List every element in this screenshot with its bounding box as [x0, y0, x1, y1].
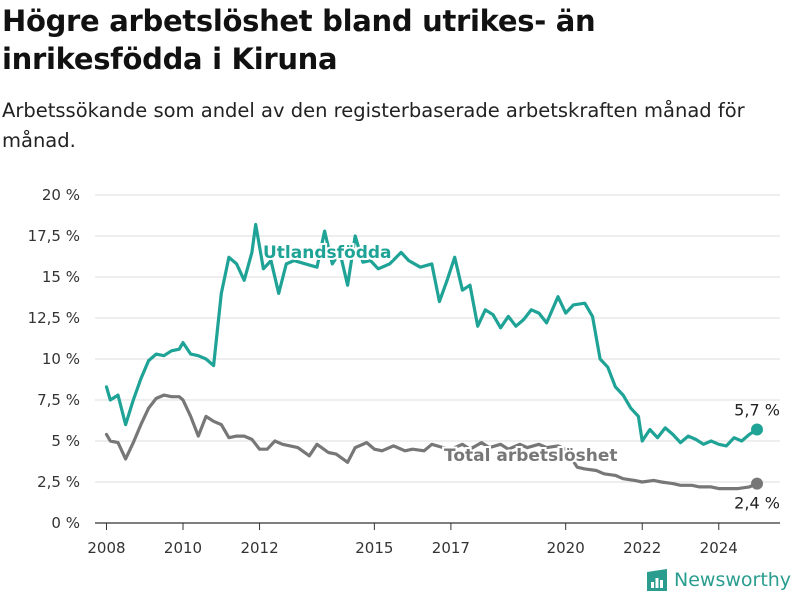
brand-logo: Newsworthy: [645, 568, 791, 592]
brand-name: Newsworthy: [674, 569, 792, 591]
x-tick-label: 2008: [87, 539, 125, 557]
x-tick-label: 2015: [355, 539, 393, 557]
series-end-point: [751, 477, 764, 490]
x-tick-label: 2022: [623, 539, 661, 557]
y-tick-label: 7,5 %: [37, 391, 80, 409]
x-tick-label: 2017: [432, 539, 470, 557]
x-tick-label: 2020: [547, 539, 585, 557]
y-tick-label: 15 %: [42, 268, 80, 286]
newsworthy-logo-icon: [647, 569, 667, 591]
series-end-point: [751, 423, 764, 436]
x-tick-label: 2012: [240, 539, 278, 557]
series-line: [104, 393, 759, 491]
end-value-label: 5,7 %: [734, 401, 780, 420]
series-line: [104, 222, 759, 448]
y-tick-label: 2,5 %: [37, 473, 80, 491]
x-tick-label: 2024: [700, 539, 738, 557]
series-label: Total arbetslöshet: [444, 446, 618, 466]
end-value-label: 2,4 %: [734, 494, 780, 513]
y-tick-label: 0 %: [51, 514, 80, 532]
y-tick-label: 10 %: [42, 350, 80, 368]
y-tick-label: 12,5 %: [28, 309, 80, 327]
x-tick-label: 2010: [164, 539, 202, 557]
chart-title: Högre arbetslöshet bland utrikes- än inr…: [2, 4, 596, 76]
series-label: Utlandsfödda: [263, 243, 392, 263]
chart-subtitle: Arbetssökande som andel av den registerb…: [2, 99, 745, 152]
y-tick-label: 20 %: [42, 186, 80, 204]
y-tick-label: 17,5 %: [28, 227, 80, 245]
y-tick-label: 5 %: [51, 432, 80, 450]
